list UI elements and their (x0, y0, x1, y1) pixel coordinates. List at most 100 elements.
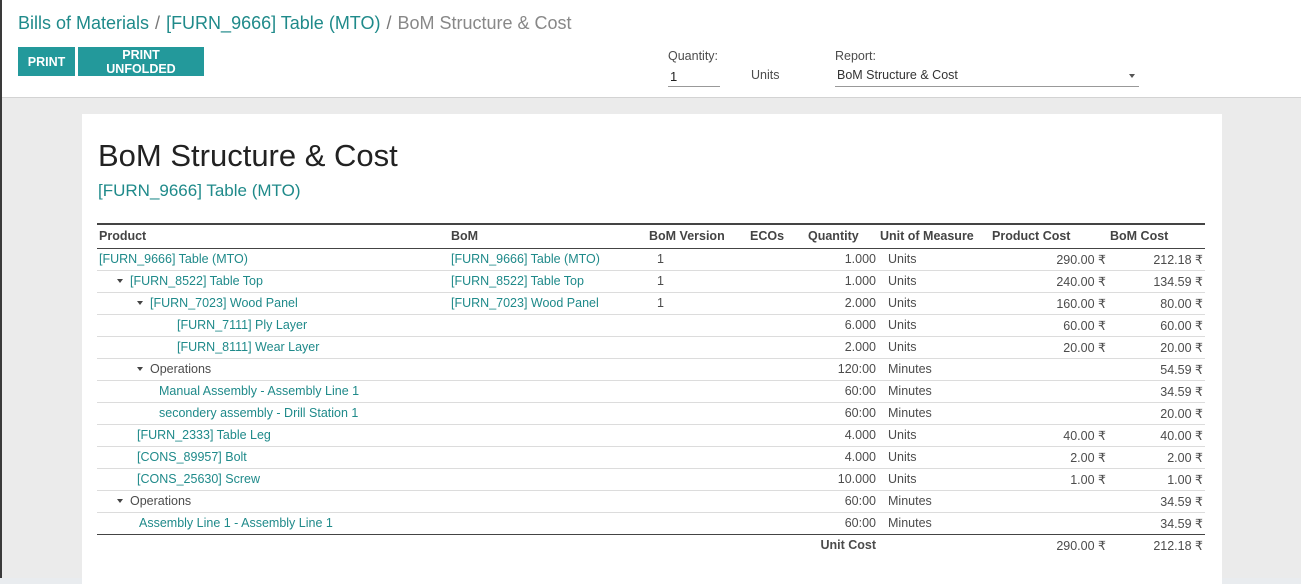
cell-uom: Units (878, 314, 990, 337)
cell-quantity: 60:00 (806, 512, 878, 535)
cell-uom: Minutes (878, 512, 990, 535)
total-bom-cost: 212.18 ₹ (1153, 538, 1203, 553)
product-link[interactable]: [CONS_89957] Bolt (137, 450, 247, 464)
cell-quantity-value: 4.000 (844, 450, 876, 464)
report-select[interactable]: BoM Structure & Cost (835, 66, 1139, 87)
cell-bom-version (647, 402, 748, 425)
product-link[interactable]: [FURN_8522] Table Top (130, 274, 263, 288)
cell-product-cost: 240.00 ₹ (990, 270, 1108, 293)
empty-cell (449, 534, 647, 556)
cell-uom-value: Units (888, 252, 917, 266)
cell-uom-value: Minutes (888, 384, 932, 398)
product-link[interactable]: secondery assembly - Drill Station 1 (159, 406, 359, 420)
product-link[interactable]: [FURN_2333] Table Leg (137, 428, 271, 442)
cell-uom-value: Minutes (888, 406, 932, 420)
product-link[interactable]: [FURN_9666] Table (MTO) (99, 252, 248, 266)
breadcrumb-bills-of-materials[interactable]: Bills of Materials (18, 13, 150, 33)
column-header-ecos: ECOs (748, 224, 806, 249)
product-link[interactable]: Manual Assembly - Assembly Line 1 (159, 384, 360, 398)
cell-ecos (748, 380, 806, 403)
cell-uom-value: Units (888, 296, 917, 310)
cell-bom-version (647, 314, 748, 337)
report-product-link[interactable]: [FURN_9666] Table (MTO) (98, 181, 301, 200)
cell-bom-version (647, 446, 748, 469)
cell-bom-cost-value: 20.00 ₹ (1160, 340, 1203, 355)
product-link[interactable]: [FURN_7111] Ply Layer (177, 318, 308, 332)
cell-ecos (748, 490, 806, 513)
product-link[interactable]: [CONS_25630] Screw (137, 472, 260, 486)
product-link[interactable]: [FURN_8111] Wear Layer (177, 340, 320, 354)
cell-uom: Units (878, 446, 990, 469)
cell-uom: Minutes (878, 358, 990, 381)
cell-product-cost-value: 240.00 ₹ (1056, 274, 1106, 289)
cell-bom (449, 468, 647, 491)
cell-product: secondery assembly - Drill Station 1 (97, 402, 449, 425)
cell-uom-value: Units (888, 274, 917, 288)
caret-down-icon[interactable] (137, 300, 143, 305)
cell-uom: Units (878, 292, 990, 315)
cell-product-cost (990, 402, 1108, 425)
cell-bom (449, 358, 647, 381)
cell-bom (449, 424, 647, 447)
cell-uom-value: Units (888, 472, 917, 486)
cell-product: [CONS_25630] Screw (97, 468, 449, 491)
cell-bom-cost: 60.00 ₹ (1108, 314, 1205, 337)
cell-bom-cost-value: 54.59 ₹ (1160, 362, 1203, 377)
cell-product-cost: 60.00 ₹ (990, 314, 1108, 337)
cell-bom-version (647, 424, 748, 447)
cell-bom-version: 1 (647, 292, 748, 315)
caret-down-icon[interactable] (117, 278, 123, 283)
cell-bom-version (647, 380, 748, 403)
cell-product: Manual Assembly - Assembly Line 1 (97, 380, 449, 403)
cell-quantity: 60:00 (806, 380, 878, 403)
column-header-product-cost: Product Cost (990, 224, 1108, 249)
cell-quantity-value: 4.000 (844, 428, 876, 442)
print-button[interactable]: PRINT (18, 47, 75, 76)
caret-down-icon[interactable] (137, 366, 143, 371)
quantity-input[interactable] (668, 66, 720, 87)
cell-ecos (748, 424, 806, 447)
cell-product-cost-value: 20.00 ₹ (1063, 340, 1106, 355)
cell-bom-version (647, 336, 748, 359)
cell-bom (449, 380, 647, 403)
product-link[interactable]: [FURN_7023] Wood Panel (150, 296, 298, 310)
cell-bom-version (647, 490, 748, 513)
cell-bom: [FURN_8522] Table Top (449, 270, 647, 293)
table-row: [CONS_89957] Bolt 4.000 Units 2.00 ₹ 2.00 ₹ (97, 446, 1205, 469)
cell-bom-cost: 134.59 ₹ (1108, 270, 1205, 293)
cell-bom (449, 512, 647, 535)
cell-bom (449, 490, 647, 513)
operations-label: Operations (150, 362, 212, 376)
breadcrumb-product[interactable]: [FURN_9666] Table (MTO) (166, 13, 381, 33)
product-link[interactable]: Assembly Line 1 - Assembly Line 1 (139, 516, 333, 530)
cell-ecos (748, 314, 806, 337)
cell-bom-cost-value: 2.00 ₹ (1167, 450, 1203, 465)
table-row: Operations 60:00 Minutes 34.59 ₹ (97, 490, 1205, 513)
print-unfolded-button[interactable]: PRINT UNFOLDED (78, 47, 204, 76)
cell-quantity: 4.000 (806, 446, 878, 469)
cell-ecos (748, 248, 806, 271)
cell-bom-cost-value: 34.59 ₹ (1160, 384, 1203, 399)
control-panel: Bills of Materials / [FURN_9666] Table (MT… (2, 0, 1301, 98)
cell-bom-cost: 54.59 ₹ (1108, 358, 1205, 381)
cell-uom: Units (878, 336, 990, 359)
cell-bom-value[interactable]: [FURN_9666] Table (MTO) (451, 252, 600, 266)
cell-bom-cost-value: 34.59 ₹ (1160, 516, 1203, 531)
cell-uom: Minutes (878, 380, 990, 403)
cell-product-cost: 160.00 ₹ (990, 292, 1108, 315)
cell-quantity-value: 2.000 (844, 340, 876, 354)
total-product-cost: 290.00 ₹ (1056, 538, 1106, 553)
cell-quantity: 1.000 (806, 248, 878, 271)
cell-ecos (748, 358, 806, 381)
cell-product: Operations (97, 358, 449, 381)
cell-uom-value: Units (888, 318, 917, 332)
cell-bom-cost-value: 1.00 ₹ (1167, 472, 1203, 487)
cell-bom-value[interactable]: [FURN_8522] Table Top (451, 274, 584, 288)
cell-bom-value[interactable]: [FURN_7023] Wood Panel (451, 296, 599, 310)
cell-quantity: 120:00 (806, 358, 878, 381)
caret-down-icon[interactable] (117, 498, 123, 503)
cell-product-cost: 2.00 ₹ (990, 446, 1108, 469)
cell-bom-version (647, 468, 748, 491)
cell-product-cost (990, 490, 1108, 513)
cell-quantity-value: 1.000 (844, 252, 876, 266)
